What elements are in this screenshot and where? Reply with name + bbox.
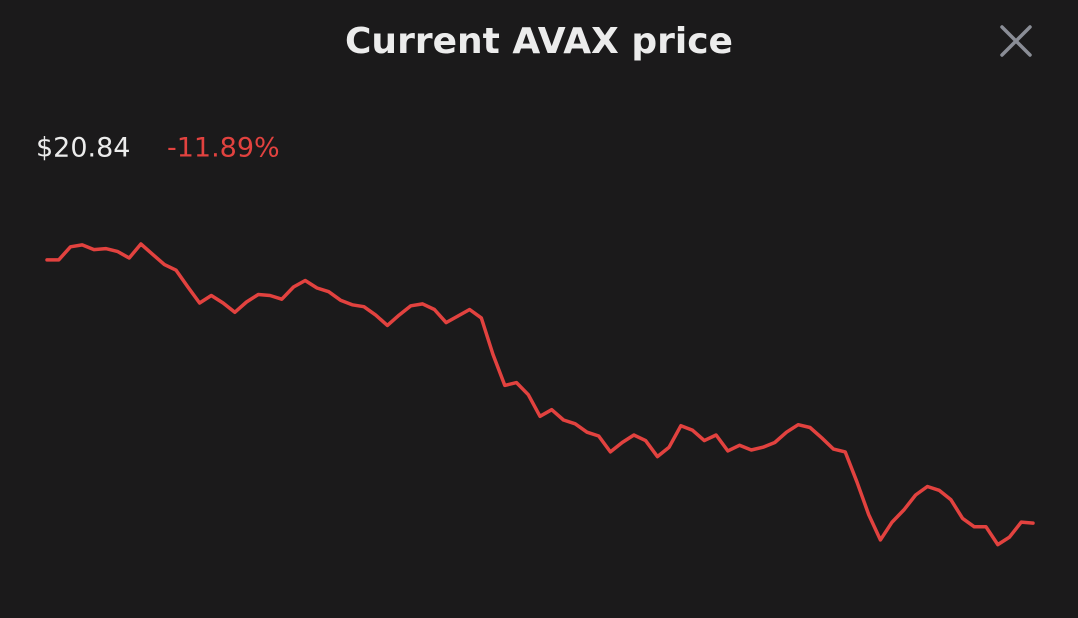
title: Current AVAX price [345, 21, 733, 62]
price-change: -11.89% [167, 133, 280, 164]
price-line [45, 242, 1035, 547]
close-button[interactable] [1000, 25, 1032, 57]
close-icon [1000, 25, 1032, 57]
current-price: $20.84 [36, 133, 130, 164]
